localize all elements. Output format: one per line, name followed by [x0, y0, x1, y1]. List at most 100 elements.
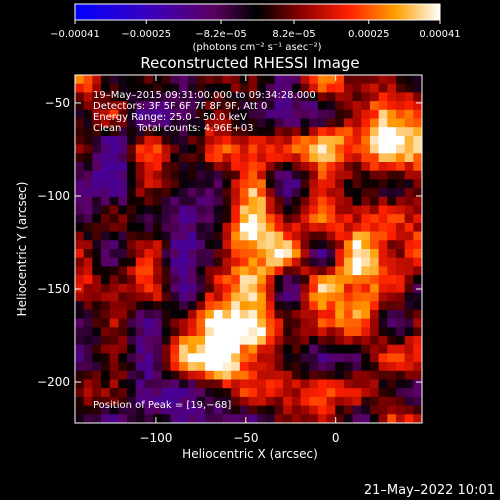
heatmap-cell — [239, 205, 250, 215]
heatmap-cell — [144, 275, 154, 285]
heatmap-cell — [127, 170, 137, 180]
heatmap-cell — [274, 414, 284, 423]
heatmap-cell — [213, 327, 224, 337]
heatmap-cell — [187, 336, 198, 346]
heatmap-cell — [101, 257, 111, 267]
heatmap-cell — [75, 370, 85, 381]
heatmap-cell — [222, 266, 232, 276]
heatmap-cell — [127, 283, 137, 294]
heatmap-cell — [83, 318, 93, 328]
heatmap-cell — [205, 75, 215, 85]
heatmap-cell — [179, 92, 189, 102]
heatmap-cell — [109, 179, 119, 189]
heatmap-cell — [83, 257, 93, 267]
heatmap-cell — [222, 144, 232, 154]
heatmap-cell — [196, 318, 206, 328]
heatmap-cell — [92, 257, 102, 267]
heatmap-cell — [101, 292, 111, 302]
heatmap-cell — [300, 309, 310, 320]
heatmap-cell — [326, 283, 336, 294]
heatmap-cell — [101, 370, 111, 381]
heatmap-cell — [161, 109, 172, 120]
heatmap-cell — [265, 309, 276, 320]
heatmap-cell — [309, 275, 319, 285]
heatmap-cell — [83, 222, 93, 233]
heatmap-cell — [75, 292, 85, 302]
heatmap-cell — [378, 92, 388, 102]
heatmap-cell — [205, 109, 215, 120]
heatmap-cell — [343, 249, 354, 259]
heatmap-cell — [300, 83, 310, 93]
annotation-clean: Clean Total counts: 4.96E+03 — [93, 123, 253, 134]
heatmap-cell — [179, 170, 189, 180]
heatmap-cell — [101, 318, 111, 328]
heatmap-cell — [161, 144, 172, 154]
heatmap-cell — [222, 362, 232, 372]
heatmap-cell — [309, 109, 319, 120]
heatmap-cell — [127, 109, 137, 120]
heatmap-cell — [413, 170, 422, 180]
heatmap-cell — [187, 379, 198, 389]
heatmap-cell — [118, 214, 128, 224]
heatmap-cell — [153, 405, 163, 415]
heatmap-cell — [213, 196, 224, 207]
heatmap-cell — [335, 362, 345, 372]
heatmap-cell — [127, 153, 137, 163]
heatmap-cell — [170, 362, 180, 372]
heatmap-cell — [179, 127, 189, 137]
heatmap-cell — [335, 101, 345, 111]
heatmap-cell — [326, 370, 336, 381]
heatmap-cell — [101, 101, 111, 111]
heatmap-cell — [283, 249, 293, 259]
heatmap-cell — [179, 327, 189, 337]
heatmap-cell — [283, 75, 293, 85]
heatmap-cell — [144, 414, 154, 423]
heatmap-cell — [387, 275, 397, 285]
heatmap-cell — [413, 414, 422, 423]
heatmap-cell — [231, 362, 241, 372]
heatmap-cell — [274, 222, 284, 233]
heatmap-cell — [144, 396, 154, 407]
heatmap-cell — [187, 370, 198, 381]
heatmap-cell — [343, 370, 354, 381]
heatmap-cell — [274, 388, 284, 398]
heatmap-cell — [231, 170, 241, 180]
heatmap-cell — [161, 231, 172, 241]
heatmap-cell — [144, 266, 154, 276]
heatmap-cell — [395, 188, 406, 198]
heatmap-cell — [127, 196, 137, 207]
heatmap-cell — [170, 196, 180, 207]
colorbar-tick-label: 0.00041 — [419, 29, 460, 40]
heatmap-cell — [369, 75, 380, 85]
heatmap-cell — [309, 222, 319, 233]
heatmap-cell — [205, 231, 215, 241]
heatmap-cell — [291, 379, 302, 389]
heatmap-cell — [257, 153, 267, 163]
heatmap-cell — [326, 362, 336, 372]
heatmap-cell — [291, 214, 302, 224]
heatmap-cell — [265, 414, 276, 423]
heatmap-cell — [395, 196, 406, 207]
heatmap-cell — [274, 196, 284, 207]
heatmap-cell — [222, 240, 232, 250]
heatmap-cell — [205, 240, 215, 250]
heatmap-cell — [300, 414, 310, 423]
heatmap-cell — [92, 75, 102, 85]
heatmap-cell — [317, 336, 328, 346]
heatmap-cell — [291, 101, 302, 111]
heatmap-cell — [153, 336, 163, 346]
heatmap-cell — [300, 353, 310, 363]
heatmap-cell — [387, 266, 397, 276]
heatmap-cell — [92, 327, 102, 337]
heatmap-cell — [135, 309, 146, 320]
timestamp: 21–May–2022 10:01 — [364, 483, 495, 498]
heatmap-cell — [205, 344, 215, 354]
heatmap-cell — [352, 205, 362, 215]
heatmap-cell — [248, 327, 258, 337]
heatmap-cell — [300, 118, 310, 128]
heatmap-cell — [127, 379, 137, 389]
heatmap-cell — [317, 118, 328, 128]
heatmap-cell — [317, 153, 328, 163]
heatmap-cell — [196, 283, 206, 294]
heatmap-cell — [404, 353, 414, 363]
